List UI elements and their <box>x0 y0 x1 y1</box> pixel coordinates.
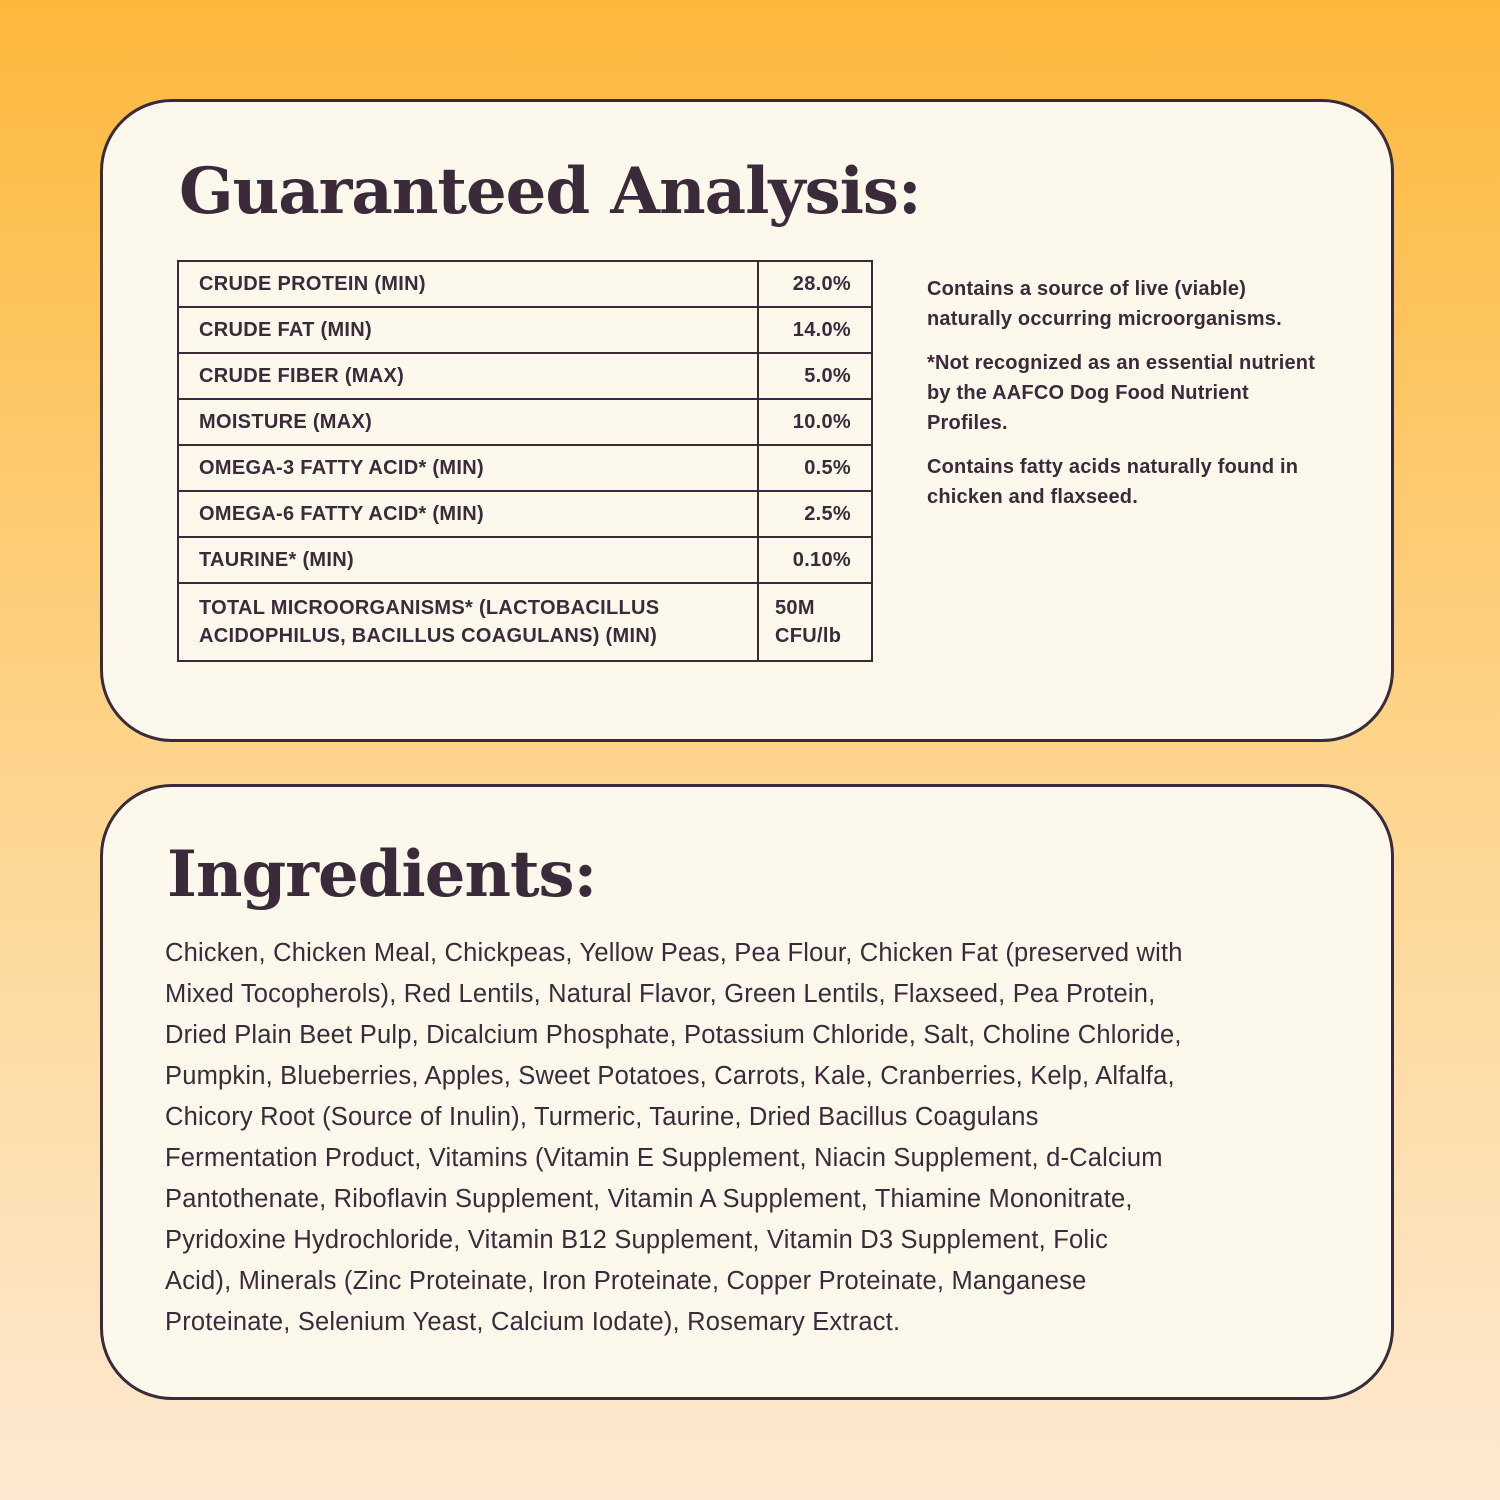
ingredients-line: Pumpkin, Blueberries, Apples, Sweet Pota… <box>165 1062 1175 1090</box>
ingredients-line: Proteinate, Selenium Yeast, Calcium Ioda… <box>165 1308 901 1336</box>
value-line: CFU/lb <box>775 625 842 647</box>
table-row: CRUDE FAT (MIN) 14.0% <box>177 306 873 354</box>
nutrient-value: 50M CFU/lb <box>757 582 873 662</box>
nutrient-label: CRUDE FIBER (MAX) <box>177 352 759 400</box>
guaranteed-analysis-title: Guaranteed Analysis: <box>179 154 922 229</box>
nutrient-label: OMEGA-6 FATTY ACID* (MIN) <box>177 490 759 538</box>
ingredients-card: Ingredients: Chicken, Chicken Meal, Chic… <box>100 784 1394 1400</box>
ingredients-line: Dried Plain Beet Pulp, Dicalcium Phospha… <box>165 1021 1182 1049</box>
nutrient-label: CRUDE PROTEIN (MIN) <box>177 260 759 308</box>
guaranteed-analysis-card: Guaranteed Analysis: CRUDE PROTEIN (MIN)… <box>100 99 1394 742</box>
ingredients-list: Chicken, Chicken Meal, Chickpeas, Yellow… <box>165 933 1183 1343</box>
ingredients-line: Acid), Minerals (Zinc Proteinate, Iron P… <box>165 1267 1087 1295</box>
table-row: OMEGA-3 FATTY ACID* (MIN) 0.5% <box>177 444 873 492</box>
nutrient-value: 2.5% <box>757 490 873 538</box>
label-line: ACIDOPHILUS, BACILLUS COAGULANS) (MIN) <box>199 625 658 647</box>
table-row: MOISTURE (MAX) 10.0% <box>177 398 873 446</box>
ingredients-line: Pantothenate, Riboflavin Supplement, Vit… <box>165 1185 1133 1213</box>
ingredients-line: Fermentation Product, Vitamins (Vitamin … <box>165 1144 1163 1172</box>
nutrient-label: TOTAL MICROORGANISMS* (LACTOBACILLUS ACID… <box>177 582 759 662</box>
label-line: TOTAL MICROORGANISMS* (LACTOBACILLUS <box>199 597 660 619</box>
note-aafco: *Not recognized as an essential nutrient… <box>927 352 1316 434</box>
value-line: 50M <box>775 597 815 619</box>
nutrient-value: 0.10% <box>757 536 873 584</box>
note-fatty-acids: Contains fatty acids naturally found in … <box>927 456 1299 508</box>
nutrient-label: MOISTURE (MAX) <box>177 398 759 446</box>
nutrient-label: OMEGA-3 FATTY ACID* (MIN) <box>177 444 759 492</box>
ingredients-line: Chicory Root (Source of Inulin), Turmeri… <box>165 1103 1039 1131</box>
analysis-notes: Contains a source of live (viable) natur… <box>927 274 1327 526</box>
nutrient-value: 28.0% <box>757 260 873 308</box>
nutrient-value: 5.0% <box>757 352 873 400</box>
ingredients-line: Pyridoxine Hydrochloride, Vitamin B12 Su… <box>165 1226 1109 1254</box>
table-row: CRUDE PROTEIN (MIN) 28.0% <box>177 260 873 308</box>
note-live-microorganisms: Contains a source of live (viable) natur… <box>927 278 1282 330</box>
nutrient-value: 0.5% <box>757 444 873 492</box>
nutrient-label: TAURINE* (MIN) <box>177 536 759 584</box>
nutrient-value: 10.0% <box>757 398 873 446</box>
ingredients-title: Ingredients: <box>167 837 597 912</box>
table-row: TAURINE* (MIN) 0.10% <box>177 536 873 584</box>
ingredients-line: Chicken, Chicken Meal, Chickpeas, Yellow… <box>165 939 1183 967</box>
table-row: CRUDE FIBER (MAX) 5.0% <box>177 352 873 400</box>
nutrient-value: 14.0% <box>757 306 873 354</box>
nutrient-label: CRUDE FAT (MIN) <box>177 306 759 354</box>
ingredients-line: Mixed Tocopherols), Red Lentils, Natural… <box>165 980 1156 1008</box>
table-row: TOTAL MICROORGANISMS* (LACTOBACILLUS ACID… <box>177 582 873 662</box>
table-row: OMEGA-6 FATTY ACID* (MIN) 2.5% <box>177 490 873 538</box>
analysis-table: CRUDE PROTEIN (MIN) 28.0% CRUDE FAT (MIN)… <box>177 260 873 662</box>
